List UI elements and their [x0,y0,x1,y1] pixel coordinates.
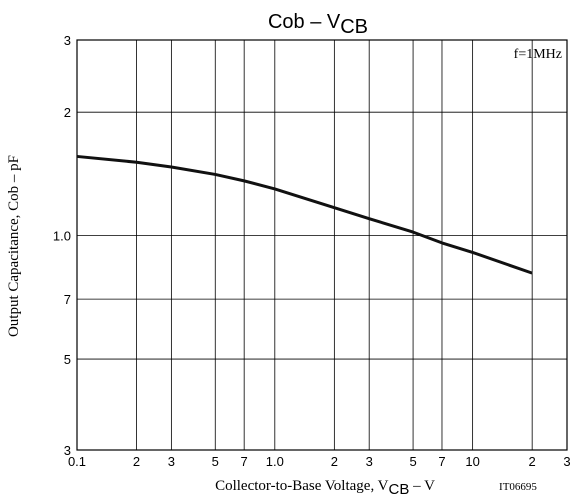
x-tick-label: 2 [529,454,536,469]
x-tick-label: 5 [212,454,219,469]
title-subscript: CB [340,16,368,38]
x-tick-label: 2 [133,454,140,469]
x-tick-label: 3 [563,454,570,469]
x-tick-label: 5 [409,454,416,469]
y-axis-label: Output Capacitance, Cob – pF [6,155,22,337]
x-tick-label: 3 [168,454,175,469]
annotation: f=1MHz [514,47,562,62]
x-tick-label: 1.0 [266,454,284,469]
y-tick-label: 2 [64,105,71,120]
y-tick-label: 7 [64,292,71,307]
x-axis-label: Collector-to-Base Voltage, VCB – V [215,478,435,498]
y-tick-label: 1.0 [53,229,71,244]
plot-frame [76,39,568,451]
y-tick-label: 5 [64,352,71,367]
data-line [76,154,533,275]
figure-code: IT06695 [499,481,537,493]
x-tick-label: 2 [331,454,338,469]
y-tick-label: 3 [64,443,71,458]
x-tick-label: 3 [366,454,373,469]
x-label-unit: – V [409,478,435,494]
x-tick-label: 0.1 [68,454,86,469]
x-label-subscript: CB [389,481,410,498]
x-label-main: Collector-to-Base Voltage, V [215,478,389,494]
x-tick-label: 10 [465,454,479,469]
title-main: Cob – V [268,11,341,33]
chart-title: Cob – VCB [268,11,368,38]
x-tick-label: 7 [438,454,445,469]
y-tick-label: 3 [64,33,71,48]
x-tick-label: 7 [241,454,248,469]
